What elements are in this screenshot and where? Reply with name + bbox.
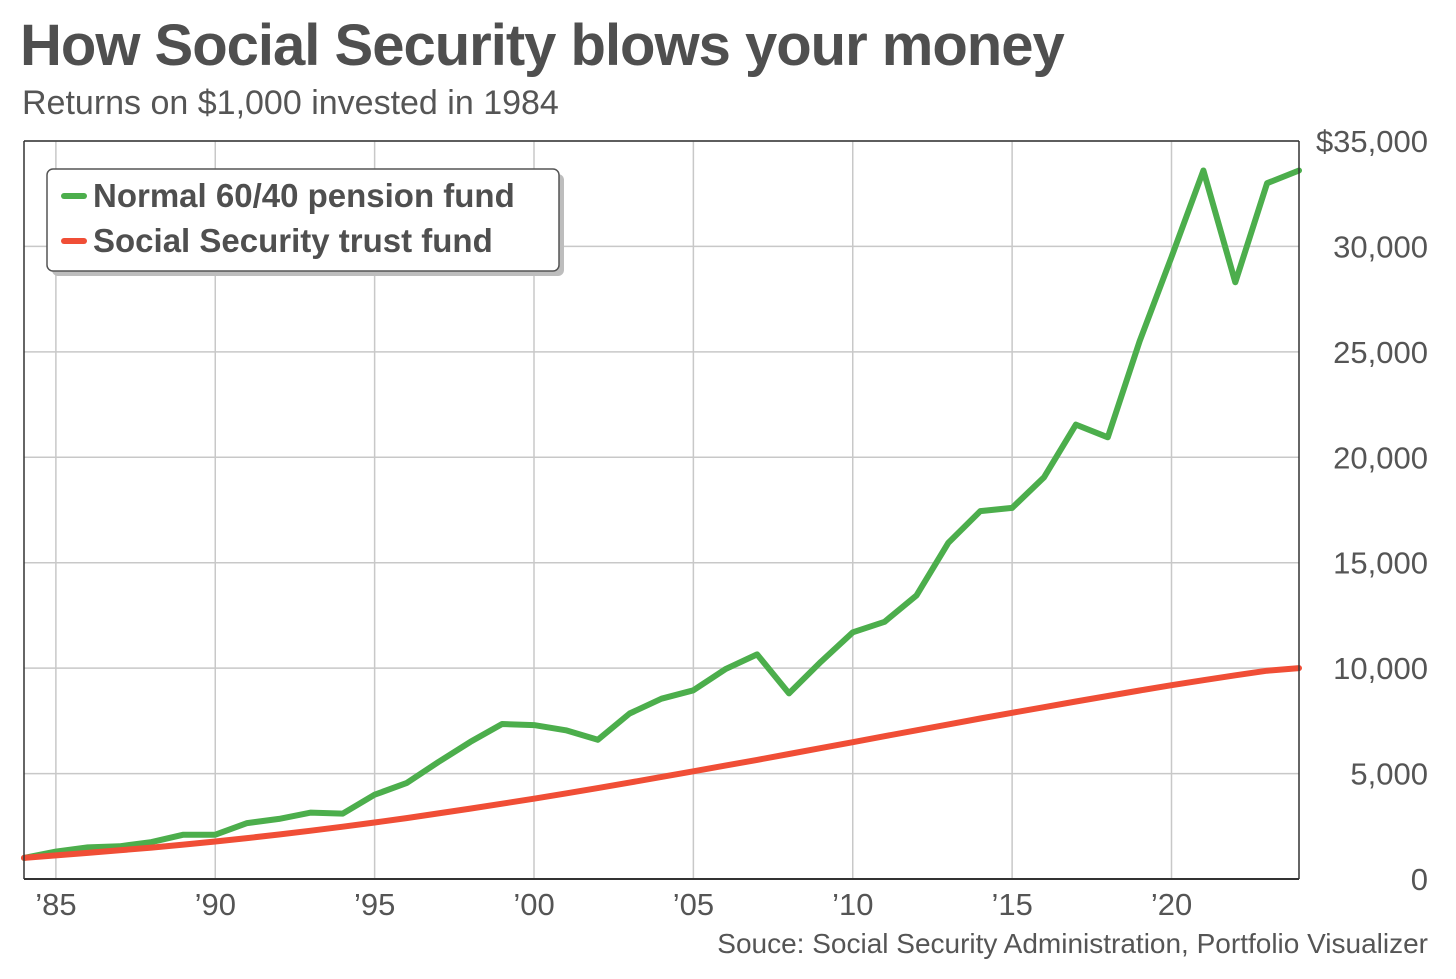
legend-box — [46, 168, 560, 272]
y-axis-tick-labels: 0 5,000 10,000 15,000 20,000 25,000 30,000 $35,… — [1316, 124, 1428, 897]
x-tick-label: ’15 — [991, 887, 1032, 922]
source-note: Souce: Social Security Administration, P… — [717, 928, 1428, 959]
chart-title: How Social Security blows your money — [20, 13, 1065, 78]
legend-label-trust: Social Security trust fund — [93, 222, 493, 259]
x-tick-label: ’00 — [513, 887, 554, 922]
chart-axes — [23, 140, 1300, 880]
legend-label-pension: Normal 60/40 pension fund — [93, 177, 515, 214]
x-tick-label: ’90 — [195, 887, 236, 922]
y-tick-label: 30,000 — [1333, 229, 1428, 264]
y-tick-label: 0 — [1411, 862, 1428, 897]
x-tick-label: ’20 — [1151, 887, 1192, 922]
series-lines — [21, 167, 1302, 861]
series-line-pension — [21, 167, 1302, 861]
x-tick-label: ’05 — [673, 887, 714, 922]
chart-subtitle: Returns on $1,000 invested in 1984 — [22, 84, 559, 122]
series-line-trust — [21, 665, 1302, 861]
y-tick-label: 20,000 — [1333, 440, 1428, 475]
y-tick-label: 25,000 — [1333, 335, 1428, 370]
y-tick-label: 10,000 — [1333, 651, 1428, 686]
x-axis-tick-labels: ’85 ’90 ’95 ’00 ’05 ’10 ’15 ’20 — [35, 887, 1192, 922]
y-tick-label: 5,000 — [1350, 757, 1428, 792]
chart-legend: Normal 60/40 pension fund Social Securit… — [46, 168, 564, 276]
y-tick-label: $35,000 — [1316, 124, 1428, 159]
x-tick-label: ’95 — [354, 887, 395, 922]
x-tick-label: ’10 — [832, 887, 873, 922]
y-tick-label: 15,000 — [1333, 546, 1428, 581]
x-tick-label: ’85 — [35, 887, 76, 922]
